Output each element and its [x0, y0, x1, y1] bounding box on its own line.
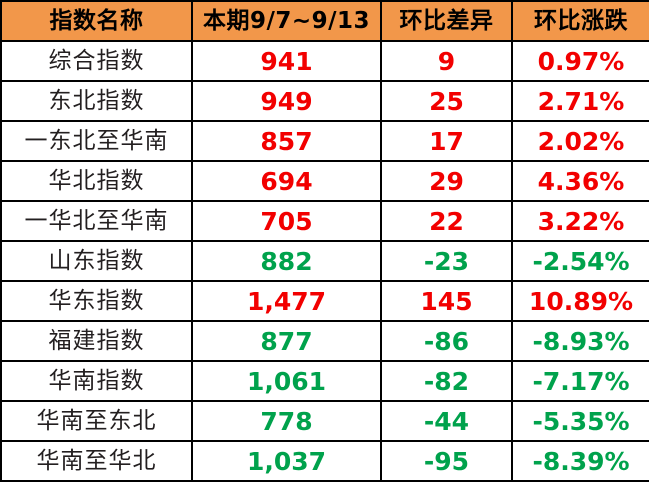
cell-period-change: 2.71%: [511, 80, 649, 122]
cell-index-name: 一华北至华南: [0, 200, 193, 242]
table-row: 一东北至华南 857 17 2.02%: [0, 120, 649, 162]
column-header-index-name: 指数名称: [0, 0, 193, 42]
cell-period-change: -2.54%: [511, 240, 649, 282]
column-header-period-diff: 环比差异: [380, 0, 513, 42]
cell-current-value: 877: [191, 320, 382, 362]
cell-period-diff: -44: [380, 400, 513, 442]
cell-index-name: 综合指数: [0, 40, 193, 82]
cell-period-diff: -95: [380, 440, 513, 482]
table-row: 华南至东北 778 -44 -5.35%: [0, 400, 649, 442]
table-row: 综合指数 941 9 0.97%: [0, 40, 649, 82]
cell-period-diff: 22: [380, 200, 513, 242]
cell-index-name: 华东指数: [0, 280, 193, 322]
cell-current-value: 705: [191, 200, 382, 242]
table-row: 华南至华北 1,037 -95 -8.39%: [0, 440, 649, 482]
cell-current-value: 941: [191, 40, 382, 82]
cell-period-change: -8.93%: [511, 320, 649, 362]
cell-index-name: 华北指数: [0, 160, 193, 202]
cell-index-name: 华南指数: [0, 360, 193, 402]
cell-period-diff: -23: [380, 240, 513, 282]
cell-current-value: 778: [191, 400, 382, 442]
cell-current-value: 949: [191, 80, 382, 122]
table-row: 华南指数 1,061 -82 -7.17%: [0, 360, 649, 402]
cell-index-name: 东北指数: [0, 80, 193, 122]
table-header: 指数名称 本期9/7~9/13 环比差异 环比涨跌: [0, 0, 649, 42]
cell-current-value: 694: [191, 160, 382, 202]
cell-period-change: 4.36%: [511, 160, 649, 202]
cell-period-diff: 145: [380, 280, 513, 322]
cell-period-change: 2.02%: [511, 120, 649, 162]
cell-index-name: 华南至华北: [0, 440, 193, 482]
cell-index-name: 福建指数: [0, 320, 193, 362]
cell-period-diff: 29: [380, 160, 513, 202]
cell-current-value: 1,037: [191, 440, 382, 482]
cell-period-change: -5.35%: [511, 400, 649, 442]
cell-index-name: 华南至东北: [0, 400, 193, 442]
cell-index-name: 山东指数: [0, 240, 193, 282]
table-row: 一华北至华南 705 22 3.22%: [0, 200, 649, 242]
cell-period-change: 10.89%: [511, 280, 649, 322]
cell-period-change: -8.39%: [511, 440, 649, 482]
cell-index-name: 一东北至华南: [0, 120, 193, 162]
cell-period-diff: -86: [380, 320, 513, 362]
cell-period-change: 0.97%: [511, 40, 649, 82]
cell-period-diff: 25: [380, 80, 513, 122]
cell-period-diff: -82: [380, 360, 513, 402]
cell-period-change: -7.17%: [511, 360, 649, 402]
table-row: 山东指数 882 -23 -2.54%: [0, 240, 649, 282]
table-row: 东北指数 949 25 2.71%: [0, 80, 649, 122]
table-row: 华东指数 1,477 145 10.89%: [0, 280, 649, 322]
cell-current-value: 1,061: [191, 360, 382, 402]
cell-current-value: 857: [191, 120, 382, 162]
cell-period-diff: 17: [380, 120, 513, 162]
cell-current-value: 882: [191, 240, 382, 282]
column-header-current-period: 本期9/7~9/13: [191, 0, 382, 42]
table-header-row: 指数名称 本期9/7~9/13 环比差异 环比涨跌: [0, 0, 649, 42]
cell-period-diff: 9: [380, 40, 513, 82]
table-row: 华北指数 694 29 4.36%: [0, 160, 649, 202]
cell-current-value: 1,477: [191, 280, 382, 322]
column-header-period-change: 环比涨跌: [511, 0, 649, 42]
table-row: 福建指数 877 -86 -8.93%: [0, 320, 649, 362]
table-body: 综合指数 941 9 0.97% 东北指数 949 25 2.71% 一东北至华南 857 17 2.…: [0, 40, 649, 482]
cell-period-change: 3.22%: [511, 200, 649, 242]
